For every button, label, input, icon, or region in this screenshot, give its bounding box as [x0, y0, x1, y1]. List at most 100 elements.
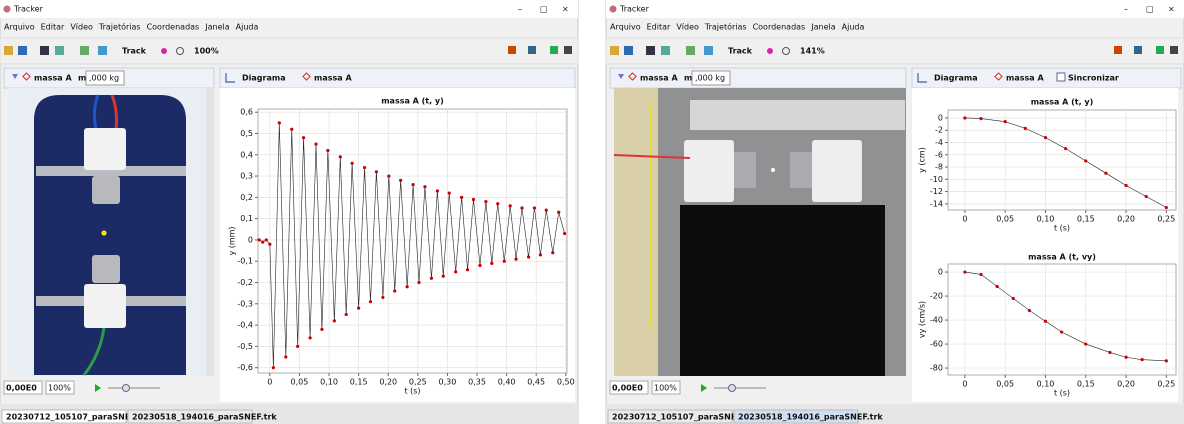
- data-point: [466, 268, 469, 271]
- y-tick-label: -0,3: [237, 299, 253, 308]
- data-point: [387, 174, 390, 177]
- x-tick-label: 0,05: [996, 380, 1014, 389]
- menu-item[interactable]: Vídeo: [70, 23, 93, 32]
- plot-area: [258, 109, 567, 373]
- menu-item[interactable]: Editar: [41, 23, 65, 32]
- data-point: [284, 355, 287, 358]
- y-axis-label: vy (cm/s): [918, 301, 927, 338]
- data-point: [520, 206, 523, 209]
- y-tick-label: 0,2: [240, 193, 253, 202]
- title-bar: [0, 0, 578, 18]
- menu-item[interactable]: Coordenadas: [753, 23, 806, 32]
- data-point: [345, 313, 348, 316]
- menu-item[interactable]: Trajetórias: [98, 22, 141, 32]
- zoom-level[interactable]: 141%: [800, 47, 825, 56]
- x-axis-label: t (s): [404, 387, 420, 396]
- x-tick-label: 0,40: [498, 378, 516, 387]
- y-tick-label: -0,4: [237, 321, 253, 330]
- data-point: [527, 255, 530, 258]
- data-point: [478, 264, 481, 267]
- menu-item[interactable]: Ajuda: [842, 23, 865, 32]
- menu-item[interactable]: Janela: [204, 23, 229, 32]
- window-button[interactable]: ×: [1168, 5, 1175, 14]
- mass-label: m: [78, 74, 86, 83]
- title-bar: [606, 0, 1184, 18]
- track-name[interactable]: massa A: [34, 74, 72, 83]
- slider-thumb[interactable]: [729, 385, 736, 392]
- toolbar-track[interactable]: Track: [122, 47, 147, 56]
- data-point: [339, 155, 342, 158]
- plot-view[interactable]: Diagrama: [242, 74, 286, 83]
- toolbar-icon: [686, 46, 695, 55]
- data-point: [351, 162, 354, 165]
- video-clamp: [84, 128, 126, 170]
- y-tick-label: -80: [930, 364, 943, 373]
- tab-label[interactable]: 20230518_194016_paraSNEF.trk: [132, 413, 277, 422]
- data-point: [1165, 359, 1168, 362]
- toolbar-icon: [646, 46, 655, 55]
- data-point: [442, 275, 445, 278]
- mass-value[interactable]: ,000 kg: [695, 74, 725, 83]
- toolbar-icon: [624, 46, 633, 55]
- toolbar-icon: [528, 46, 536, 54]
- app-icon: [610, 6, 617, 13]
- x-tick-label: 0: [962, 380, 967, 389]
- toolbar-icon: [55, 46, 64, 55]
- data-point: [1084, 159, 1087, 162]
- frame-readout[interactable]: 0,00E0: [6, 384, 37, 393]
- data-point: [472, 198, 475, 201]
- rate-readout[interactable]: 100%: [48, 384, 71, 393]
- data-point: [1141, 358, 1144, 361]
- plot-track[interactable]: massa A: [1006, 74, 1044, 83]
- track-name[interactable]: massa A: [640, 74, 678, 83]
- menu-item[interactable]: Trajetórias: [704, 22, 747, 32]
- data-point: [375, 170, 378, 173]
- menu-item[interactable]: Coordenadas: [147, 23, 200, 32]
- data-point: [1084, 342, 1087, 345]
- mass-value[interactable]: ,000 kg: [89, 74, 119, 83]
- window-button[interactable]: –: [518, 5, 522, 14]
- window-button[interactable]: –: [1124, 5, 1128, 14]
- y-tick-label: 0,4: [240, 150, 253, 159]
- window-button[interactable]: □: [1146, 5, 1154, 14]
- video-marker: [771, 168, 775, 172]
- data-point: [326, 149, 329, 152]
- data-point: [454, 270, 457, 273]
- data-point: [1165, 206, 1168, 209]
- data-point: [503, 260, 506, 263]
- toolbar-icon: [161, 48, 167, 54]
- data-point: [963, 116, 966, 119]
- menu-item[interactable]: Arquivo: [610, 23, 641, 32]
- frame-readout[interactable]: 0,00E0: [612, 384, 643, 393]
- data-point: [963, 270, 966, 273]
- zoom-level[interactable]: 100%: [194, 47, 219, 56]
- menu-item[interactable]: Editar: [647, 23, 671, 32]
- data-point: [1012, 297, 1015, 300]
- toolbar-icon: [4, 46, 13, 55]
- x-tick-label: 0: [962, 215, 967, 224]
- slider-thumb[interactable]: [123, 385, 130, 392]
- menu-item[interactable]: Arquivo: [4, 23, 35, 32]
- data-point: [381, 296, 384, 299]
- video-marker: [101, 230, 106, 235]
- data-point: [436, 189, 439, 192]
- data-point: [460, 196, 463, 199]
- toolbar-track[interactable]: Track: [728, 47, 753, 56]
- menu-item[interactable]: Ajuda: [236, 23, 259, 32]
- toolbar-icon: [1156, 46, 1164, 54]
- plot-track[interactable]: massa A: [314, 74, 352, 83]
- menu-item[interactable]: Vídeo: [676, 23, 699, 32]
- sync-label[interactable]: Sincronizar: [1068, 74, 1119, 83]
- plot-view[interactable]: Diagrama: [934, 74, 978, 83]
- menu-item[interactable]: Janela: [810, 23, 835, 32]
- data-point: [539, 253, 542, 256]
- data-point: [557, 211, 560, 214]
- data-point: [1104, 172, 1107, 175]
- rate-readout[interactable]: 100%: [654, 384, 677, 393]
- window-button[interactable]: □: [540, 5, 548, 14]
- window-button[interactable]: ×: [562, 5, 569, 14]
- tab-label[interactable]: 20230518_194016_paraSNEF.trk: [738, 413, 883, 422]
- data-point: [563, 232, 566, 235]
- scrollbar: [206, 88, 214, 376]
- y-tick-label: -0,1: [237, 257, 253, 266]
